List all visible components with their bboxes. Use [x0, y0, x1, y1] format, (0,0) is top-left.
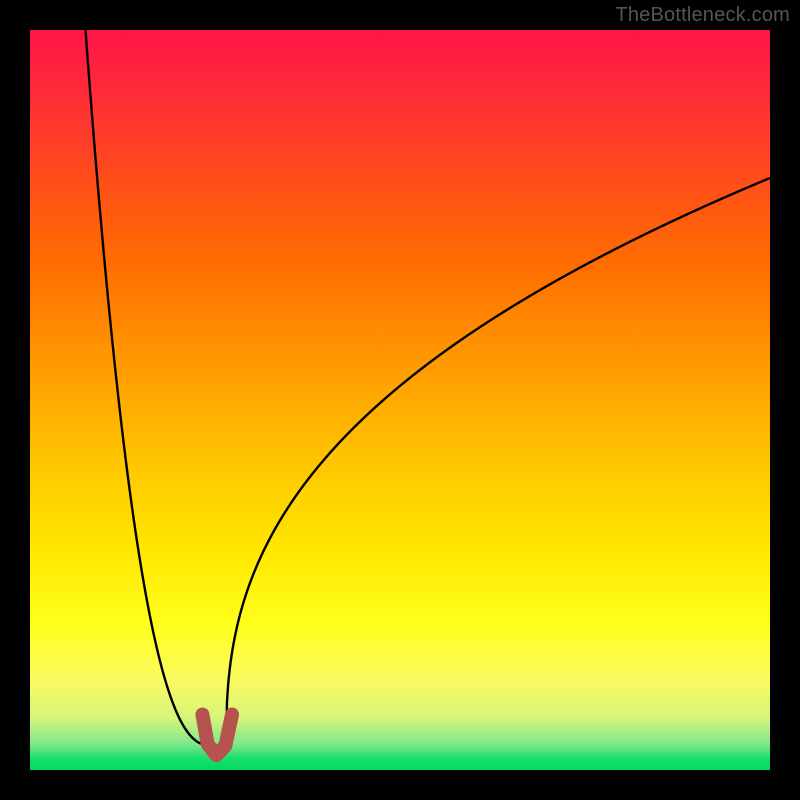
plot-background — [30, 30, 770, 770]
watermark-text: TheBottleneck.com — [615, 4, 790, 27]
chart-container: TheBottleneck.com — [0, 0, 800, 800]
